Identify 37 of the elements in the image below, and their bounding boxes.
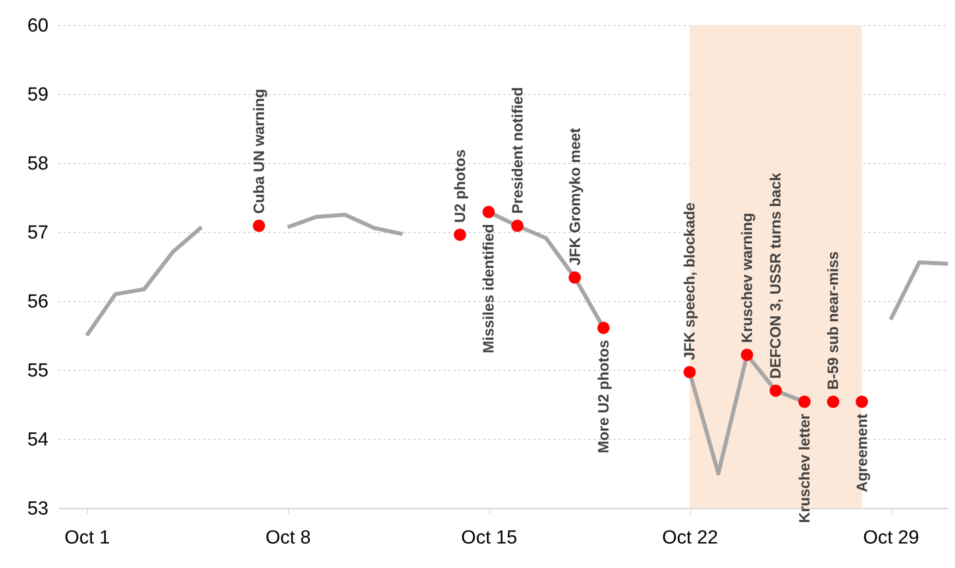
point	[740, 348, 754, 361]
annotation: B-59 sub near-miss	[825, 251, 842, 390]
point	[511, 220, 524, 232]
annotation: Kruschev warning	[739, 212, 756, 343]
y-tick-label: 56	[27, 292, 48, 312]
annotation: Kruschev letter	[796, 414, 814, 523]
annotation: Agreement	[854, 414, 871, 492]
y-tick-label: 59	[27, 84, 48, 106]
point	[798, 396, 811, 408]
point	[597, 322, 610, 334]
point	[568, 271, 581, 284]
x-tick-label: Oct 29	[863, 528, 920, 548]
point	[770, 384, 782, 397]
x-tick-label: Oct 22	[662, 528, 718, 548]
y-tick-label: 54	[27, 430, 49, 450]
point	[827, 396, 840, 408]
y-tick-label: 60	[27, 16, 48, 36]
y-tick-label: 53	[27, 498, 48, 520]
y-tick-label: 57	[27, 222, 48, 244]
x-tick-label: Oct 1	[64, 528, 110, 548]
annotation: JFK Gromyko meet	[566, 128, 584, 266]
y-tick-label: 55	[27, 360, 48, 382]
point	[252, 220, 266, 232]
x-tick-label: Oct 8	[265, 528, 311, 548]
annotation: DEFCON 3, USSR turns back	[768, 172, 785, 379]
point	[454, 228, 466, 241]
annotation: More U2 photos	[595, 340, 612, 454]
annotation: Cuba UN warning	[250, 88, 268, 214]
x-tick-label: Oct 15	[461, 528, 518, 548]
annotation: U2 photos	[452, 149, 469, 223]
annotation: Missiles identified	[480, 224, 498, 354]
annotation: President notified	[509, 87, 526, 214]
point	[856, 396, 868, 408]
annotation: JFK speech, blockade	[682, 202, 699, 360]
y-tick-label: 58	[27, 154, 48, 174]
point	[482, 206, 495, 218]
point	[683, 366, 696, 378]
